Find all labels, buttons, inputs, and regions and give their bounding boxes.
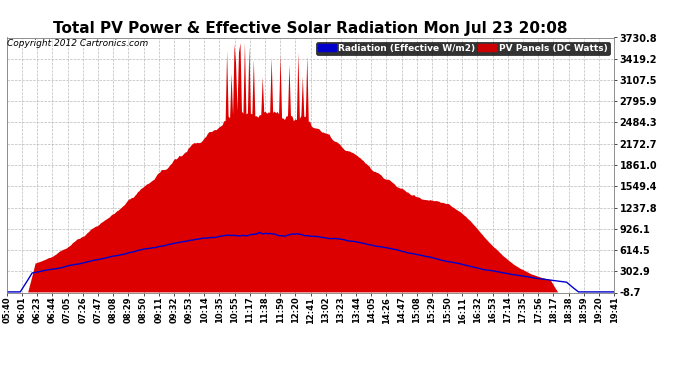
Title: Total PV Power & Effective Solar Radiation Mon Jul 23 20:08: Total PV Power & Effective Solar Radiati… (53, 21, 568, 36)
Text: Copyright 2012 Cartronics.com: Copyright 2012 Cartronics.com (7, 39, 148, 48)
Legend: Radiation (Effective W/m2), PV Panels (DC Watts): Radiation (Effective W/m2), PV Panels (D… (316, 42, 609, 55)
